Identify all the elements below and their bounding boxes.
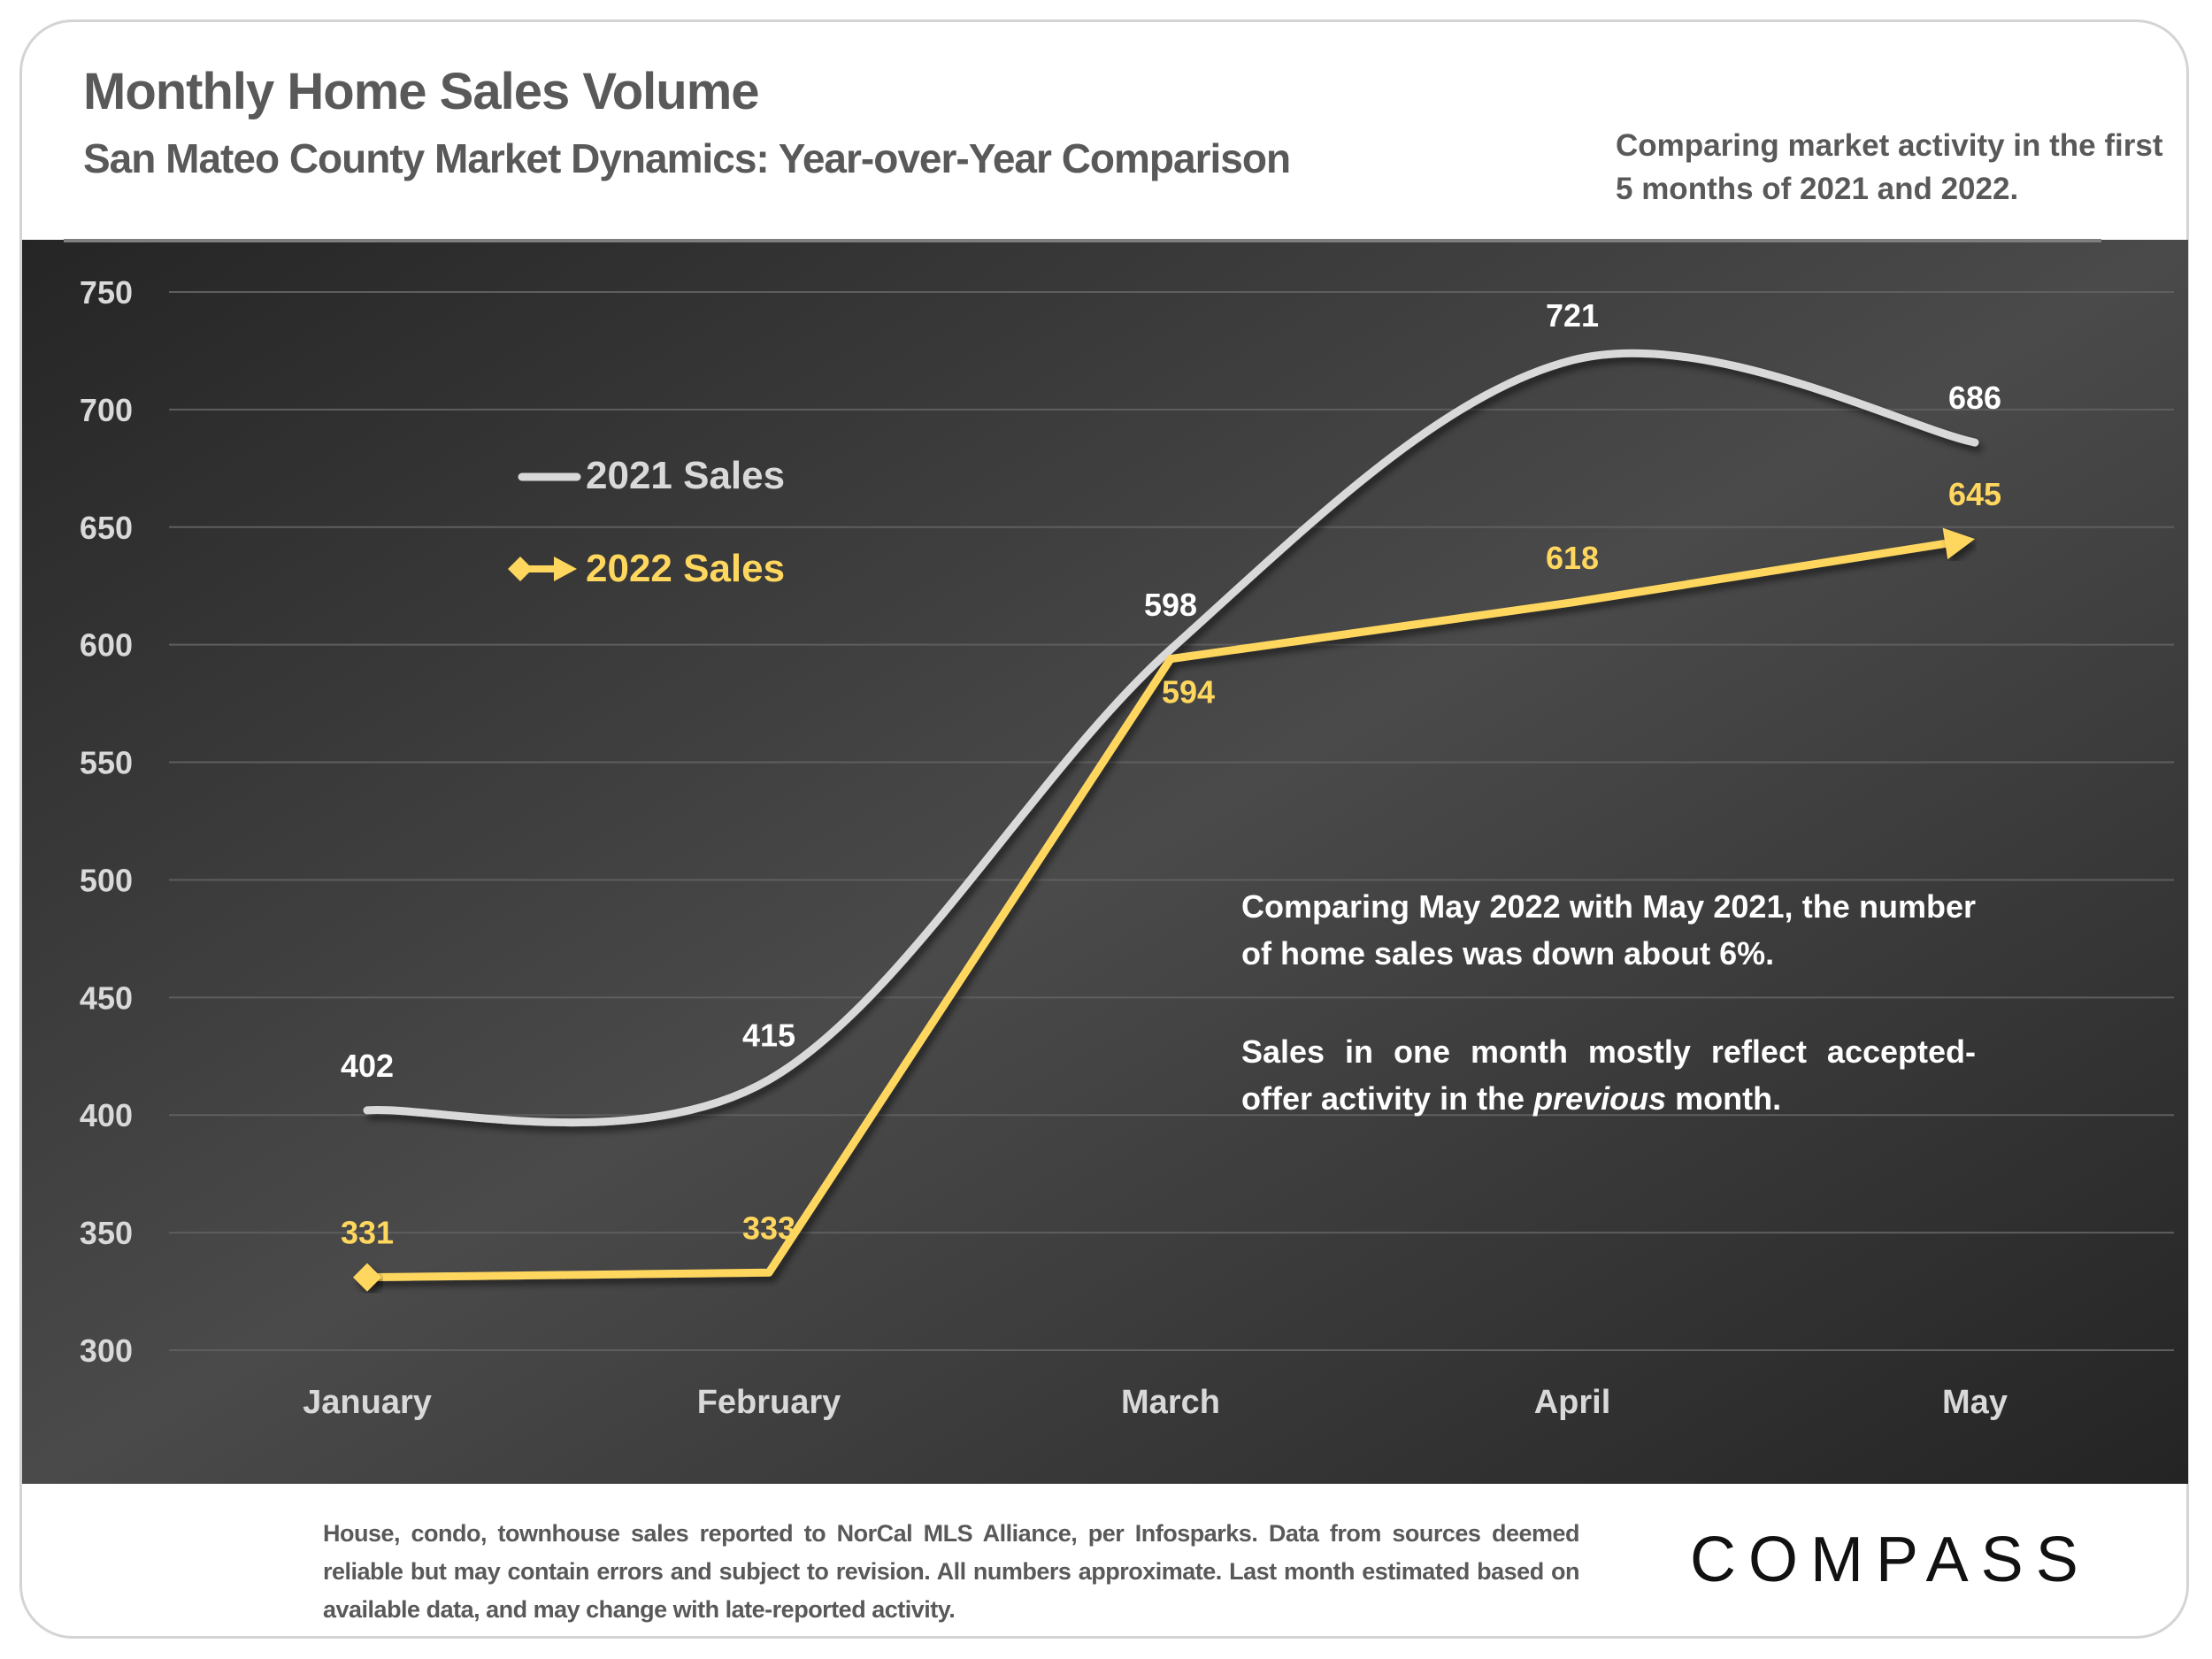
data-label-2021: 598 xyxy=(1144,587,1197,623)
y-tick-label: 300 xyxy=(80,1333,133,1369)
header-note: Comparing market activity in the first 5… xyxy=(1616,128,2163,206)
y-tick-label: 500 xyxy=(80,862,133,898)
series-2022-start-marker xyxy=(353,1263,381,1292)
x-tick-label: March xyxy=(1121,1384,1220,1421)
data-label-2022: 333 xyxy=(742,1210,795,1246)
data-label-2021: 402 xyxy=(341,1048,394,1084)
chart-title: Monthly Home Sales Volume xyxy=(83,63,760,120)
annotation-paragraph-2: Sales in one month mostly reflect accept… xyxy=(1241,1028,1976,1122)
y-tick-label: 550 xyxy=(80,745,133,781)
x-tick-label: April xyxy=(1534,1384,1611,1421)
data-label-2021: 721 xyxy=(1546,297,1599,334)
annotation-text-end: month. xyxy=(1666,1080,1782,1117)
y-tick-label: 400 xyxy=(80,1097,133,1133)
data-label-2022: 594 xyxy=(1162,674,1215,710)
data-label-2022: 645 xyxy=(1948,476,2001,512)
compass-logo: COMPASS xyxy=(1690,1525,2091,1595)
data-label-2022: 331 xyxy=(341,1215,394,1251)
legend-2022-diamond xyxy=(508,557,533,581)
y-tick-label: 600 xyxy=(80,627,133,664)
annotation-paragraph-1: Comparing May 2022 with May 2021, the nu… xyxy=(1241,888,1976,972)
x-tick-label: January xyxy=(303,1384,432,1421)
data-label-2022: 618 xyxy=(1546,540,1599,576)
legend-2021-label: 2021 Sales xyxy=(586,454,785,497)
annotation-emphasis: previous xyxy=(1533,1080,1667,1117)
series-2022-line xyxy=(366,538,1952,1282)
x-tick-label: February xyxy=(697,1384,841,1421)
y-tick-label: 700 xyxy=(80,392,133,428)
legend-2022-arrow xyxy=(554,557,577,581)
chart-subtitle: San Mateo County Market Dynamics: Year-o… xyxy=(83,135,1291,181)
y-tick-label: 750 xyxy=(80,274,133,311)
series-2022-arrowhead xyxy=(1942,527,1975,560)
series-2021-line xyxy=(363,349,1979,1127)
data-label-2021: 686 xyxy=(1948,380,2001,416)
x-tick-label: May xyxy=(1942,1384,2008,1421)
plot-panel xyxy=(22,240,2188,1484)
data-label-2021: 415 xyxy=(742,1017,795,1053)
y-tick-label: 650 xyxy=(80,510,133,546)
legend-2022-label: 2022 Sales xyxy=(586,547,785,590)
footer-disclaimer: House, condo, townhouse sales reported t… xyxy=(323,1520,1580,1623)
annotation-text: Sales in one month mostly reflect accept… xyxy=(1241,1033,1976,1117)
y-tick-label: 350 xyxy=(80,1215,133,1251)
y-tick-label: 450 xyxy=(80,979,133,1016)
